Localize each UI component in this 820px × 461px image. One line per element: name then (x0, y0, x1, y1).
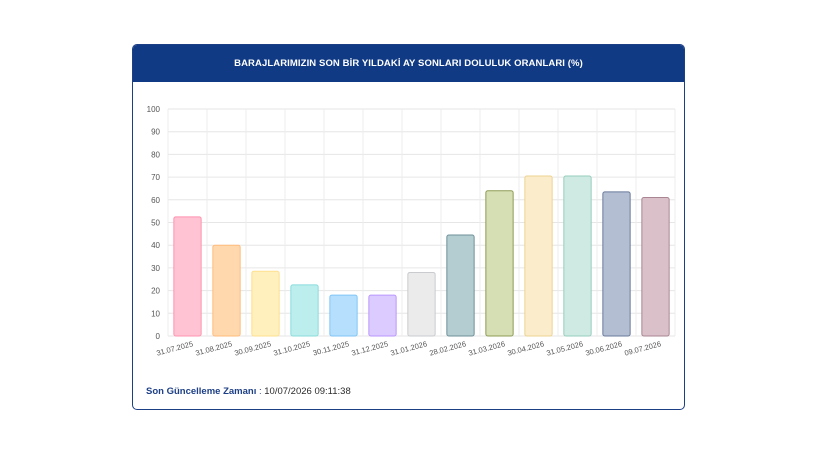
last-update-label: Son Güncelleme Zamanı (146, 386, 257, 397)
y-tick-label: 80 (151, 150, 160, 159)
x-tick-label: 31.08.2025 (194, 339, 233, 357)
y-tick-label: 50 (151, 219, 160, 228)
x-tick-label: 31.01.2026 (389, 339, 428, 357)
bar (563, 175, 592, 337)
chart-bars (173, 175, 670, 337)
chart-area: 0 10 20 30 40 50 60 70 80 90 100 31.07.2025 31.08.2… (133, 82, 684, 367)
x-tick-label: 31.12.2025 (350, 339, 389, 357)
y-tick-label: 60 (151, 196, 160, 205)
y-tick-label: 30 (151, 264, 160, 273)
y-tick-label: 20 (151, 287, 160, 296)
last-update-value: 10/07/2026 09:11:38 (264, 386, 351, 397)
y-tick-label: 70 (151, 173, 160, 182)
bar (290, 284, 319, 337)
x-tick-label: 28.02.2026 (428, 339, 467, 357)
card-header: BARAJLARIMIZIN SON BİR YILDAKİ AY SONLAR… (133, 45, 684, 82)
bar (524, 175, 553, 337)
bar (173, 216, 202, 337)
bar-chart: 0 10 20 30 40 50 60 70 80 90 100 31.07.2025 31.08.2… (147, 105, 676, 358)
x-tick-label: 31.07.2025 (155, 339, 194, 357)
y-tick-label: 100 (147, 105, 161, 114)
chart-title: BARAJLARIMIZIN SON BİR YILDAKİ AY SONLAR… (234, 58, 583, 69)
bar (485, 190, 514, 337)
bar (641, 197, 670, 337)
x-tick-label: 30.09.2025 (233, 339, 272, 357)
x-tick-label: 09.07.2026 (623, 339, 662, 357)
x-tick-label: 31.10.2025 (272, 339, 311, 357)
last-update-separator: : (256, 386, 265, 397)
x-tick-label: 30.04.2026 (506, 339, 545, 357)
bar (251, 270, 280, 337)
x-tick-label: 30.11.2025 (312, 339, 350, 357)
last-update: Son Güncelleme Zamanı : 10/07/2026 09:11… (146, 386, 351, 397)
y-tick-label: 10 (151, 309, 160, 318)
dam-fill-card: BARAJLARIMIZIN SON BİR YILDAKİ AY SONLAR… (132, 44, 685, 410)
x-axis-ticks: 31.07.2025 31.08.2025 30.09.2025 31.10.2025… (155, 339, 662, 357)
bar (212, 244, 241, 337)
bar (329, 294, 358, 337)
x-tick-label: 31.05.2026 (545, 339, 584, 357)
x-tick-label: 31.03.2026 (467, 339, 506, 357)
bar (407, 271, 436, 337)
bar (602, 191, 631, 337)
y-tick-label: 90 (151, 128, 160, 137)
x-tick-label: 30.06.2026 (584, 339, 623, 357)
bar (368, 294, 397, 337)
bar (446, 234, 475, 337)
chart-grid (167, 108, 676, 337)
y-axis-ticks: 0 10 20 30 40 50 60 70 80 90 100 (147, 105, 161, 341)
y-tick-label: 0 (156, 332, 161, 341)
y-tick-label: 40 (151, 241, 160, 250)
